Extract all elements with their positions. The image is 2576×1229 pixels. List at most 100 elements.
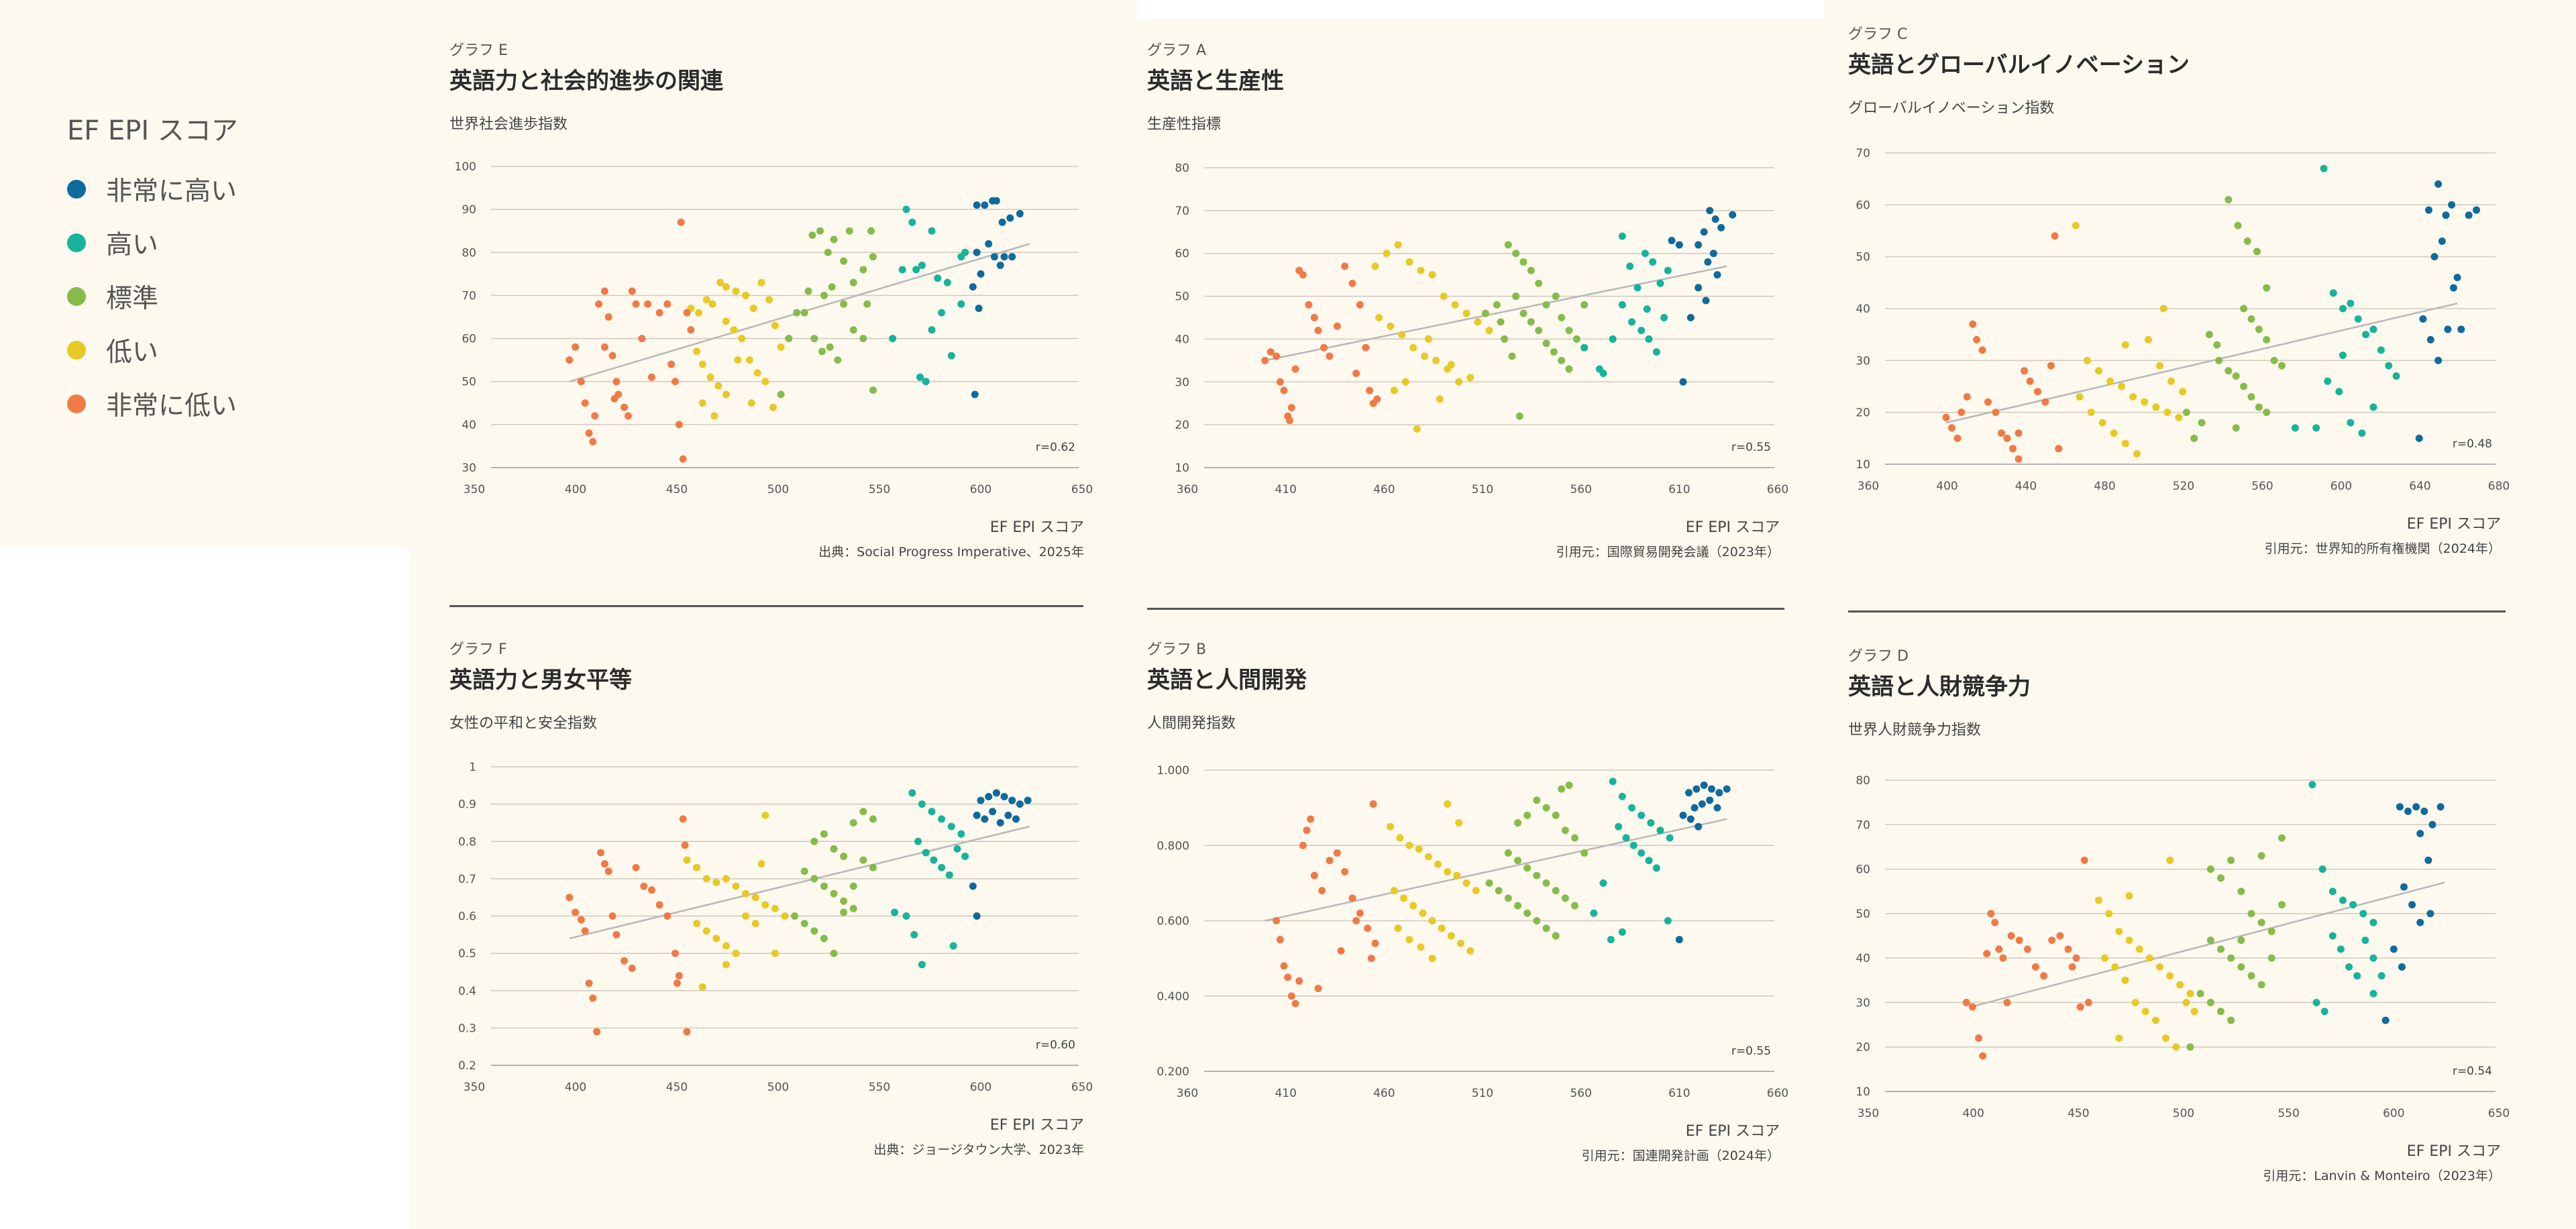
chart-a-ytick: 10 <box>1175 462 1189 475</box>
chart-c-point-high <box>2385 362 2393 370</box>
chart-f-point-low <box>698 983 706 991</box>
chart-f-point-high <box>930 856 938 864</box>
legend-item-low: 低い <box>67 331 158 369</box>
chart-f-point-normal <box>849 904 857 912</box>
chart-d-point-very-high <box>2400 883 2408 891</box>
chart-f-label: グラフ F <box>449 641 507 658</box>
chart-e-point-normal <box>834 356 842 364</box>
chart-e-point-normal <box>824 248 832 256</box>
chart-b-point-high <box>1618 792 1626 800</box>
chart-e-point-very-low <box>589 438 597 446</box>
chart-a-point-very-low <box>1280 386 1288 394</box>
chart-b-point-normal <box>1558 785 1566 793</box>
chart-c-point-high <box>2320 164 2328 172</box>
chart-d-point-normal <box>2217 945 2224 953</box>
chart-d-ytick: 10 <box>1856 1085 1870 1099</box>
chart-d-point-normal <box>2257 918 2265 926</box>
chart-e-point-very-high <box>973 201 981 209</box>
chart-f-r-value: r=0.60 <box>1036 1038 1075 1052</box>
chart-a-point-very-high <box>1686 314 1695 321</box>
chart-b-ytick: 0.400 <box>1157 990 1189 1004</box>
chart-a-point-very-low <box>1267 348 1275 356</box>
chart-b-point-low <box>1438 924 1446 932</box>
chart-c-ytick: 30 <box>1856 354 1870 368</box>
chart-c-point-normal <box>2240 382 2248 390</box>
chart-e-point-low <box>732 287 740 295</box>
chart-c-ytick: 40 <box>1856 303 1870 316</box>
chart-d-xlabel: EF EPI スコア <box>2407 1143 2501 1160</box>
chart-c-ylabel: グローバルイノベーション指数 <box>1848 100 2054 117</box>
chart-d-point-high <box>2318 865 2326 873</box>
chart-b-point-high <box>1615 822 1623 831</box>
chart-a-xtick: 410 <box>1275 483 1296 496</box>
chart-a-ytick: 20 <box>1175 419 1189 432</box>
chart-a-point-very-low <box>1320 343 1328 352</box>
chart-a-point-normal <box>1515 412 1523 420</box>
chart-a-point-very-high <box>1700 228 1708 236</box>
chart-a-point-normal <box>1572 335 1580 343</box>
chart-e-title: 英語力と社会的進歩の関連 <box>449 68 724 95</box>
chart-e-xtick: 600 <box>970 483 991 496</box>
chart-e-point-very-low <box>591 412 599 420</box>
chart-d-point-low <box>2125 937 2133 945</box>
chart-f-point-very-low <box>589 994 597 1002</box>
chart-c-xtick: 440 <box>2015 480 2037 493</box>
chart-f-point-high <box>945 871 953 879</box>
chart-b-ytick: 0.800 <box>1157 839 1189 853</box>
chart-a-point-very-high <box>1709 250 1717 258</box>
chart-f-point-very-low <box>604 867 612 875</box>
chart-d-point-low <box>2111 963 2119 971</box>
chart-f-point-normal <box>820 934 828 943</box>
chart-a-point-very-high <box>1668 237 1676 245</box>
chart-e-point-low <box>714 382 722 390</box>
chart-a-point-low <box>1371 262 1379 270</box>
chart-c-point-low <box>2095 367 2102 375</box>
chart-a-point-normal <box>1558 314 1566 321</box>
chart-c-point-high <box>2339 305 2347 313</box>
chart-a-point-low <box>1375 314 1383 321</box>
chart-c-r-value: r=0.48 <box>2453 437 2492 451</box>
chart-a-point-normal <box>1527 318 1535 326</box>
chart-d-trendline <box>1970 881 2445 1008</box>
chart-e-xtick: 550 <box>869 483 890 496</box>
chart-f-point-normal <box>859 856 867 864</box>
chart-e-xlabel: EF EPI スコア <box>990 519 1084 536</box>
chart-a-point-very-low <box>1299 271 1307 279</box>
chart-d-point-normal <box>2257 852 2265 860</box>
chart-d-point-normal <box>2186 1043 2194 1051</box>
chart-a-point-high <box>1580 343 1589 352</box>
chart-b-point-very-high <box>1700 781 1708 789</box>
chart-c-point-very-high <box>2457 325 2465 333</box>
chart-c-point-high <box>2369 403 2377 411</box>
chart-e-point-low <box>761 378 769 386</box>
chart-f-point-normal <box>849 882 857 890</box>
chart-f-source: 出典：ジョージタウン大学、2023年 <box>873 1142 1084 1157</box>
chart-d-point-high <box>2337 945 2345 953</box>
chart-b-point-very-low <box>1307 815 1315 823</box>
chart-a-point-very-low <box>1291 365 1299 373</box>
chart-b-point-very-low <box>1318 887 1326 895</box>
chart-e-point-very-high <box>971 390 979 398</box>
chart-a-point-very-low <box>1356 301 1364 309</box>
chart-c-point-normal <box>2198 419 2206 427</box>
chart-f-point-low <box>702 875 710 883</box>
chart-e-point-normal <box>800 309 808 317</box>
chart-c-point-very-high <box>2465 211 2473 219</box>
chart-b-ytick: 1.000 <box>1157 764 1189 778</box>
chart-e-point-very-high <box>975 305 983 313</box>
chart-f-point-low <box>722 942 730 950</box>
chart-d-title: 英語と人財競争力 <box>1848 674 2031 700</box>
chart-b-point-high <box>1590 909 1598 917</box>
chart-e-point-very-low <box>679 455 687 463</box>
chart-f-point-low <box>712 934 720 943</box>
chart-c-point-normal <box>2263 284 2271 292</box>
chart-f-point-very-low <box>577 916 585 924</box>
chart-a-point-low <box>1390 386 1398 394</box>
chart-e-point-low <box>777 343 785 351</box>
chart-a-point-normal <box>1527 266 1535 274</box>
chart-f-point-normal <box>840 908 848 916</box>
chart-b-point-normal <box>1504 894 1512 902</box>
chart-e-point-very-high <box>973 248 981 256</box>
chart-d-ytick: 60 <box>1856 863 1870 877</box>
chart-a-point-low <box>1428 271 1436 279</box>
